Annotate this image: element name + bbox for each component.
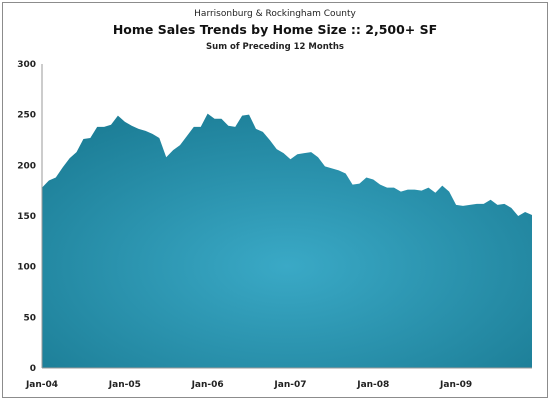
chart-title: Home Sales Trends by Home Size :: 2,500+… xyxy=(112,22,438,37)
y-tick-label: 100 xyxy=(17,263,36,273)
series-area xyxy=(42,113,532,369)
y-tick-label: 150 xyxy=(17,212,36,222)
y-tick-label: 200 xyxy=(17,161,36,171)
x-tick-label: Jan-04 xyxy=(25,380,58,390)
y-tick-label: 50 xyxy=(23,313,36,323)
x-tick-label: Jan-05 xyxy=(108,380,141,390)
chart-supertitle: Harrisonburg & Rockingham County xyxy=(194,9,356,19)
x-tick-label: Jan-08 xyxy=(356,380,389,390)
y-tick-label: 300 xyxy=(17,60,36,70)
y-tick-label: 0 xyxy=(30,364,36,374)
chart-subtitle: Sum of Preceding 12 Months xyxy=(206,42,344,52)
x-tick-label: Jan-06 xyxy=(191,380,224,390)
x-tick-label: Jan-09 xyxy=(439,380,472,390)
x-tick-label: Jan-07 xyxy=(273,380,306,390)
y-tick-label: 250 xyxy=(17,111,36,121)
